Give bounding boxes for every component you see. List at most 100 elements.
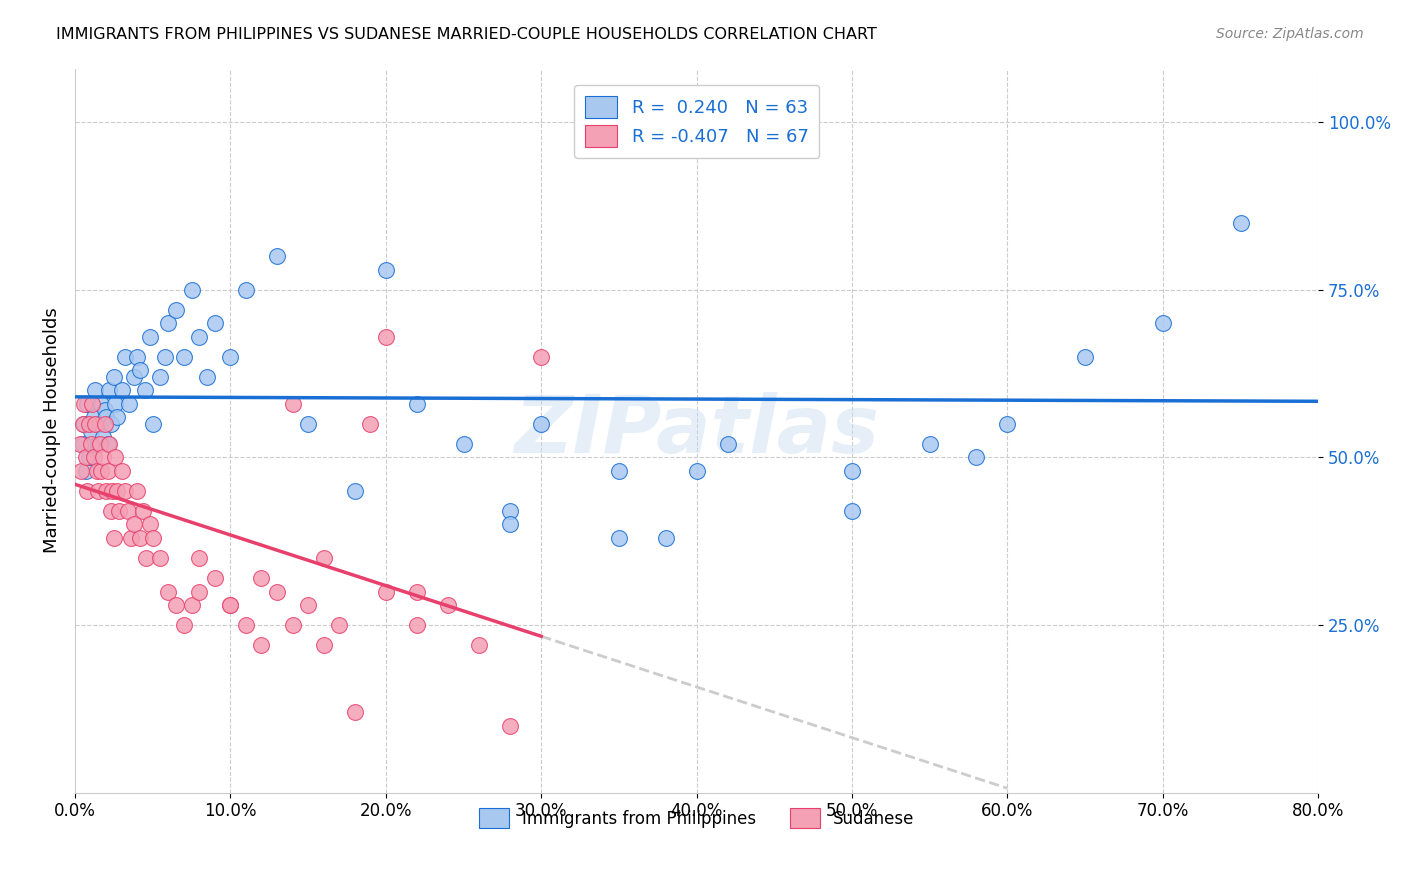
- Point: [530, 417, 553, 431]
- Point: [297, 417, 319, 431]
- Point: [499, 517, 522, 532]
- Text: ZIPatlas: ZIPatlas: [515, 392, 879, 469]
- Point: [73, 397, 96, 411]
- Point: [343, 483, 366, 498]
- Point: [654, 531, 676, 545]
- Point: [250, 571, 273, 585]
- Point: [841, 464, 863, 478]
- Point: [100, 504, 122, 518]
- Point: [437, 598, 460, 612]
- Point: [453, 437, 475, 451]
- Point: [374, 329, 396, 343]
- Point: [132, 504, 155, 518]
- Point: [94, 410, 117, 425]
- Point: [107, 504, 129, 518]
- Legend: Immigrants from Philippines, Sudanese: Immigrants from Philippines, Sudanese: [472, 801, 921, 835]
- Point: [93, 417, 115, 431]
- Point: [499, 504, 522, 518]
- Point: [76, 483, 98, 498]
- Point: [86, 464, 108, 478]
- Point: [98, 384, 121, 398]
- Point: [841, 504, 863, 518]
- Point: [82, 397, 104, 411]
- Point: [530, 350, 553, 364]
- Point: [219, 350, 242, 364]
- Point: [204, 571, 226, 585]
- Point: [87, 437, 110, 451]
- Point: [763, 102, 786, 116]
- Point: [127, 483, 149, 498]
- Point: [499, 718, 522, 732]
- Text: IMMIGRANTS FROM PHILIPPINES VS SUDANESE MARRIED-COUPLE HOUSEHOLDS CORRELATION CH: IMMIGRANTS FROM PHILIPPINES VS SUDANESE …: [56, 27, 877, 42]
- Point: [1152, 316, 1174, 330]
- Point: [312, 551, 335, 566]
- Point: [297, 598, 319, 612]
- Point: [75, 450, 97, 465]
- Point: [101, 483, 124, 498]
- Point: [1074, 350, 1097, 364]
- Point: [103, 370, 125, 384]
- Point: [343, 705, 366, 719]
- Point: [406, 584, 429, 599]
- Point: [153, 350, 176, 364]
- Point: [91, 450, 114, 465]
- Point: [89, 417, 111, 431]
- Point: [87, 483, 110, 498]
- Point: [607, 464, 630, 478]
- Point: [138, 517, 160, 532]
- Point: [359, 417, 381, 431]
- Point: [103, 531, 125, 545]
- Point: [165, 302, 187, 317]
- Point: [406, 618, 429, 632]
- Point: [135, 551, 157, 566]
- Point: [134, 384, 156, 398]
- Point: [76, 397, 98, 411]
- Point: [204, 316, 226, 330]
- Point: [72, 417, 94, 431]
- Point: [72, 437, 94, 451]
- Point: [77, 450, 100, 465]
- Text: Source: ZipAtlas.com: Source: ZipAtlas.com: [1216, 27, 1364, 41]
- Point: [84, 417, 107, 431]
- Point: [79, 424, 101, 438]
- Point: [122, 517, 145, 532]
- Point: [117, 504, 139, 518]
- Point: [266, 584, 288, 599]
- Y-axis label: Married-couple Households: Married-couple Households: [44, 308, 60, 553]
- Point: [1229, 216, 1251, 230]
- Point: [83, 450, 105, 465]
- Point: [266, 249, 288, 263]
- Point: [120, 531, 142, 545]
- Point: [114, 350, 136, 364]
- Point: [165, 598, 187, 612]
- Point: [312, 638, 335, 652]
- Point: [142, 531, 165, 545]
- Point: [70, 464, 93, 478]
- Point: [127, 350, 149, 364]
- Point: [105, 483, 128, 498]
- Point: [104, 450, 127, 465]
- Point: [188, 551, 211, 566]
- Point: [111, 464, 134, 478]
- Point: [105, 410, 128, 425]
- Point: [142, 417, 165, 431]
- Point: [219, 598, 242, 612]
- Point: [235, 618, 257, 632]
- Point: [374, 262, 396, 277]
- Point: [94, 483, 117, 498]
- Point: [97, 437, 120, 451]
- Point: [114, 483, 136, 498]
- Point: [188, 584, 211, 599]
- Point: [118, 397, 141, 411]
- Point: [997, 417, 1019, 431]
- Point: [157, 584, 180, 599]
- Point: [91, 430, 114, 444]
- Point: [173, 618, 195, 632]
- Point: [195, 370, 218, 384]
- Point: [83, 410, 105, 425]
- Point: [111, 384, 134, 398]
- Point: [235, 283, 257, 297]
- Point: [219, 598, 242, 612]
- Point: [965, 450, 987, 465]
- Point: [89, 437, 111, 451]
